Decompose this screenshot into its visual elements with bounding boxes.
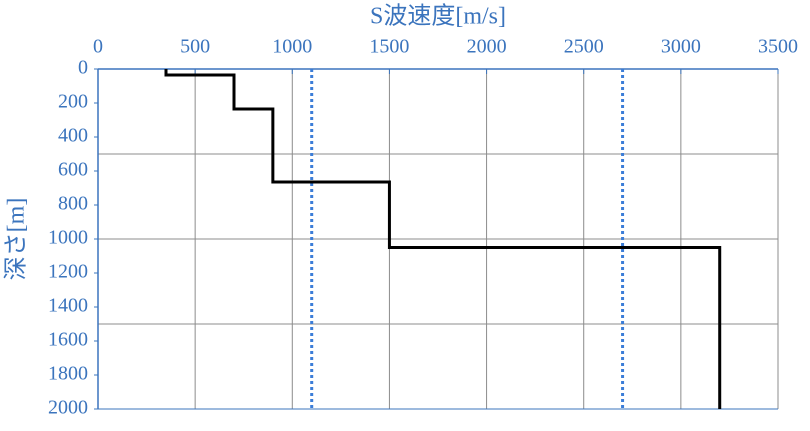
x-tick-label: 2000 [467,36,507,58]
y-tick-label: 1800 [48,363,88,385]
y-tick-label: 1200 [48,261,88,283]
chart-title: S波速度[m/s] [370,3,506,30]
profile-line [164,69,722,409]
y-tick-label: 400 [58,125,88,147]
x-tick-label: 1000 [272,36,312,58]
x-tick-label: 2500 [564,36,604,58]
y-tick-label: 0 [78,57,88,79]
y-tick-label: 2000 [48,397,88,419]
y-tick-label: 1000 [48,227,88,249]
y-tick-label: 600 [58,159,88,181]
x-tick-label: 500 [180,36,210,58]
y-tick-label: 1400 [48,295,88,317]
x-tick-label: 1500 [369,36,409,58]
x-tick-label: 3500 [758,36,798,58]
y-tick-label: 200 [58,91,88,113]
y-tick-label: 800 [58,193,88,215]
x-tick-label: 0 [93,36,103,58]
y-tick-label: 1600 [48,329,88,351]
y-axis-label: 深さ[m] [3,198,30,281]
x-tick-label: 3000 [661,36,701,58]
